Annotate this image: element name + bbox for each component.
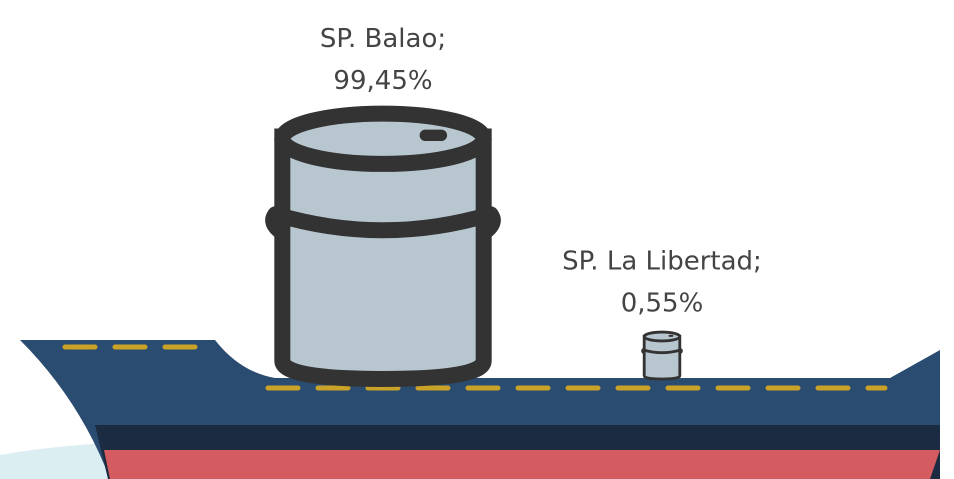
- barrel-rib: [265, 209, 501, 240]
- barrel-rib: [641, 349, 683, 355]
- value-label: 99,45%: [333, 66, 432, 96]
- category-label: SP. La Libertad;: [562, 246, 762, 276]
- category-name: SP. Balao: [320, 24, 438, 54]
- barrel: [265, 105, 501, 388]
- ship: [0, 340, 940, 479]
- category-label: SP. Balao;: [320, 24, 446, 54]
- barrel-body: [274, 128, 492, 388]
- value-label: 0,55%: [621, 288, 704, 318]
- barrel-rib: [641, 348, 683, 355]
- barrel-top: [642, 330, 682, 343]
- hull-red: [104, 450, 940, 479]
- barrel-top: [274, 105, 492, 172]
- category-name: SP. La Libertad: [562, 246, 753, 276]
- barrel-rib: [267, 206, 499, 239]
- label-separator: ;: [437, 24, 446, 54]
- barrel-body: [642, 334, 682, 381]
- barrel: [641, 330, 683, 381]
- barrel-bung: [668, 334, 674, 337]
- barrel-bung: [419, 129, 448, 142]
- label-separator: ;: [753, 246, 762, 276]
